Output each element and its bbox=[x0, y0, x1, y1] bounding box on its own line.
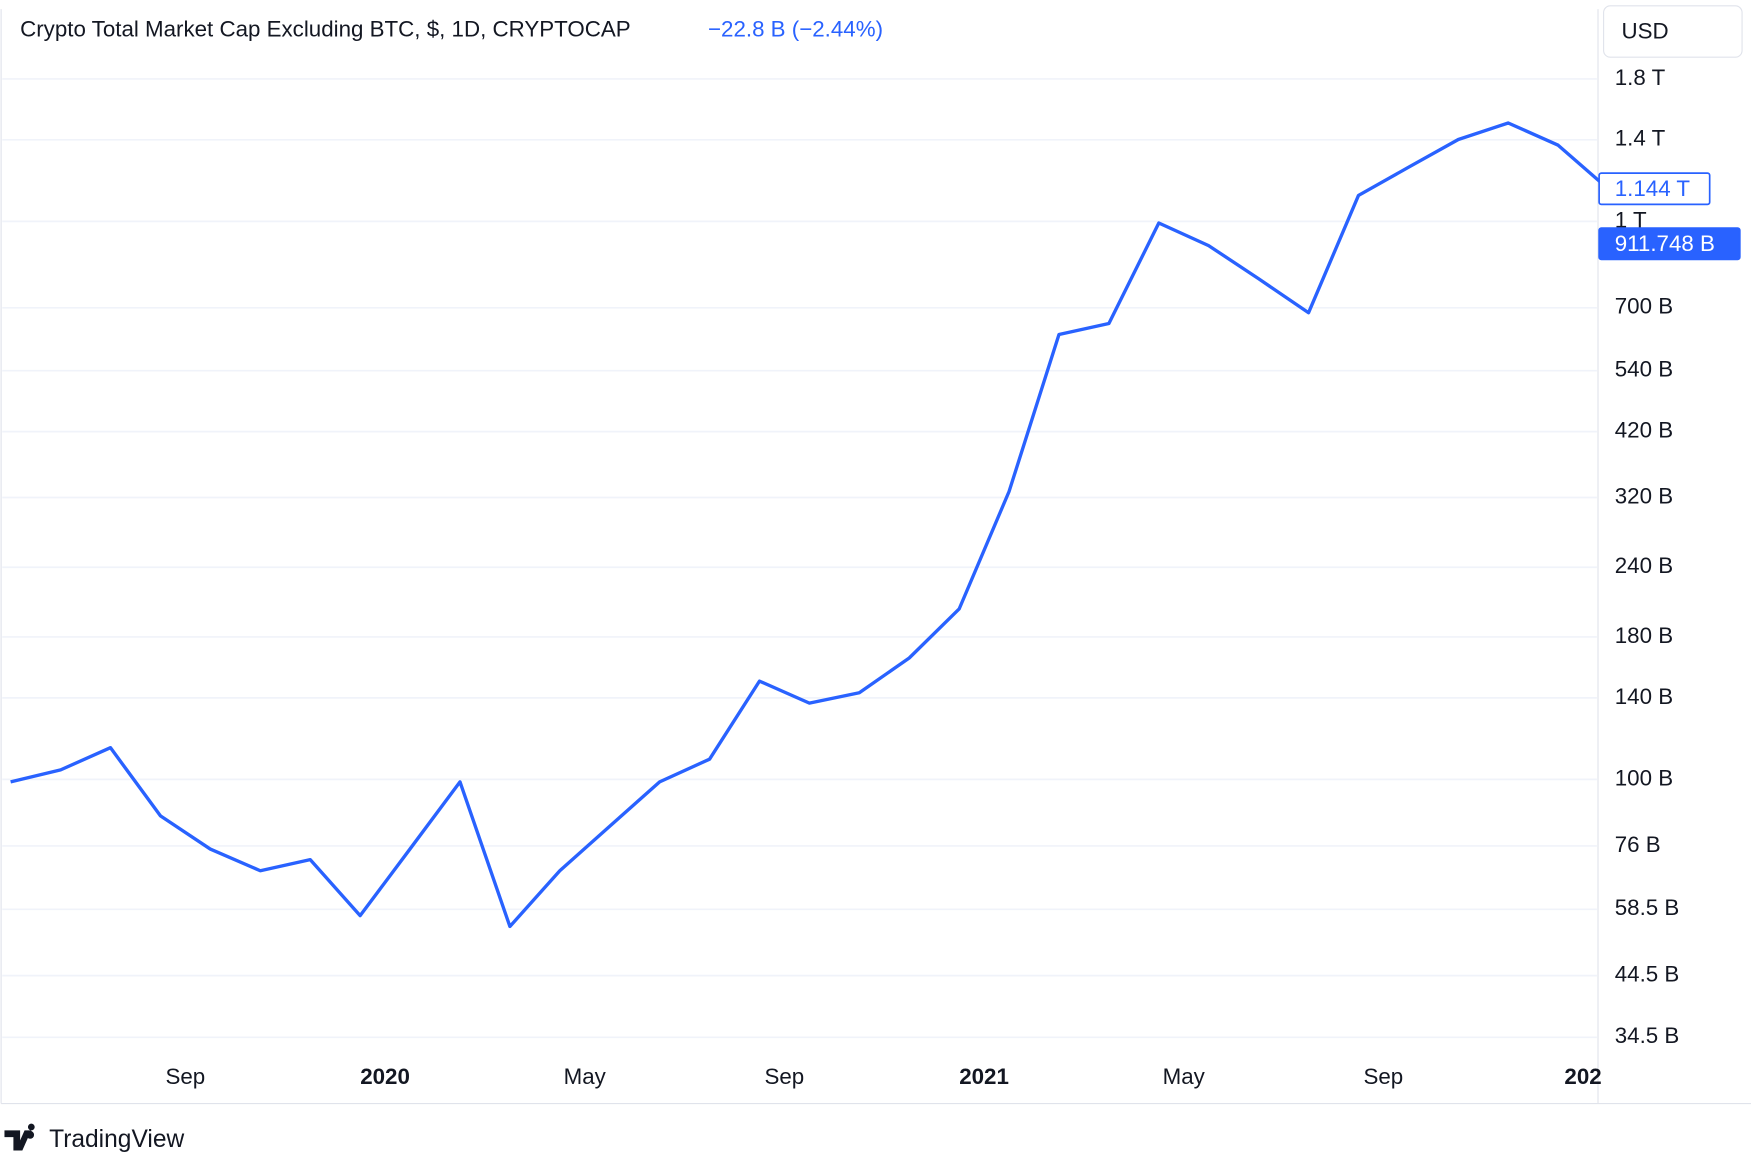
price-change: −22.8 B (−2.44%) bbox=[708, 16, 883, 41]
price-label-box bbox=[1598, 227, 1741, 261]
x-tick-label: Sep bbox=[765, 1064, 805, 1089]
currency-button[interactable] bbox=[1603, 5, 1743, 58]
currency-label[interactable]: USD bbox=[1621, 19, 1668, 44]
x-tick-label: 2020 bbox=[360, 1064, 410, 1089]
brand-name: TradingView bbox=[49, 1126, 184, 1153]
price-line bbox=[10, 121, 1610, 929]
y-tick-label: 320 B bbox=[1615, 483, 1673, 508]
y-tick-label: 34.5 B bbox=[1615, 1023, 1680, 1048]
x-tick-label: 2021 bbox=[959, 1064, 1009, 1089]
y-tick-label: 44.5 B bbox=[1615, 962, 1680, 987]
x-tick-label: Sep bbox=[1364, 1064, 1404, 1089]
price-label: 911.748 B bbox=[1615, 231, 1715, 256]
y-tick-label: 240 B bbox=[1615, 553, 1673, 578]
y-tick-label: 1.4 T bbox=[1615, 126, 1666, 151]
y-tick-label: 180 B bbox=[1615, 623, 1673, 648]
y-tick-label: 140 B bbox=[1615, 684, 1673, 709]
x-tick-label: 202 bbox=[1564, 1064, 1601, 1089]
y-tick-label: 76 B bbox=[1615, 832, 1661, 857]
y-tick-label: 700 B bbox=[1615, 294, 1673, 319]
x-tick-label: Sep bbox=[166, 1064, 206, 1089]
x-tick-label: May bbox=[1163, 1064, 1206, 1089]
y-tick-label: 420 B bbox=[1615, 418, 1673, 443]
y-tick-label: 100 B bbox=[1615, 765, 1673, 790]
x-tick-label: May bbox=[564, 1064, 607, 1089]
chart-title: Crypto Total Market Cap Excluding BTC, $… bbox=[20, 16, 631, 41]
y-tick-label: 540 B bbox=[1615, 357, 1673, 382]
brand-logo bbox=[4, 1123, 35, 1151]
y-tick-label: 58.5 B bbox=[1615, 895, 1680, 920]
price-label: 1.144 T bbox=[1615, 176, 1691, 201]
price-label-box bbox=[1598, 172, 1711, 206]
y-tick-label: 1.8 T bbox=[1615, 65, 1666, 90]
